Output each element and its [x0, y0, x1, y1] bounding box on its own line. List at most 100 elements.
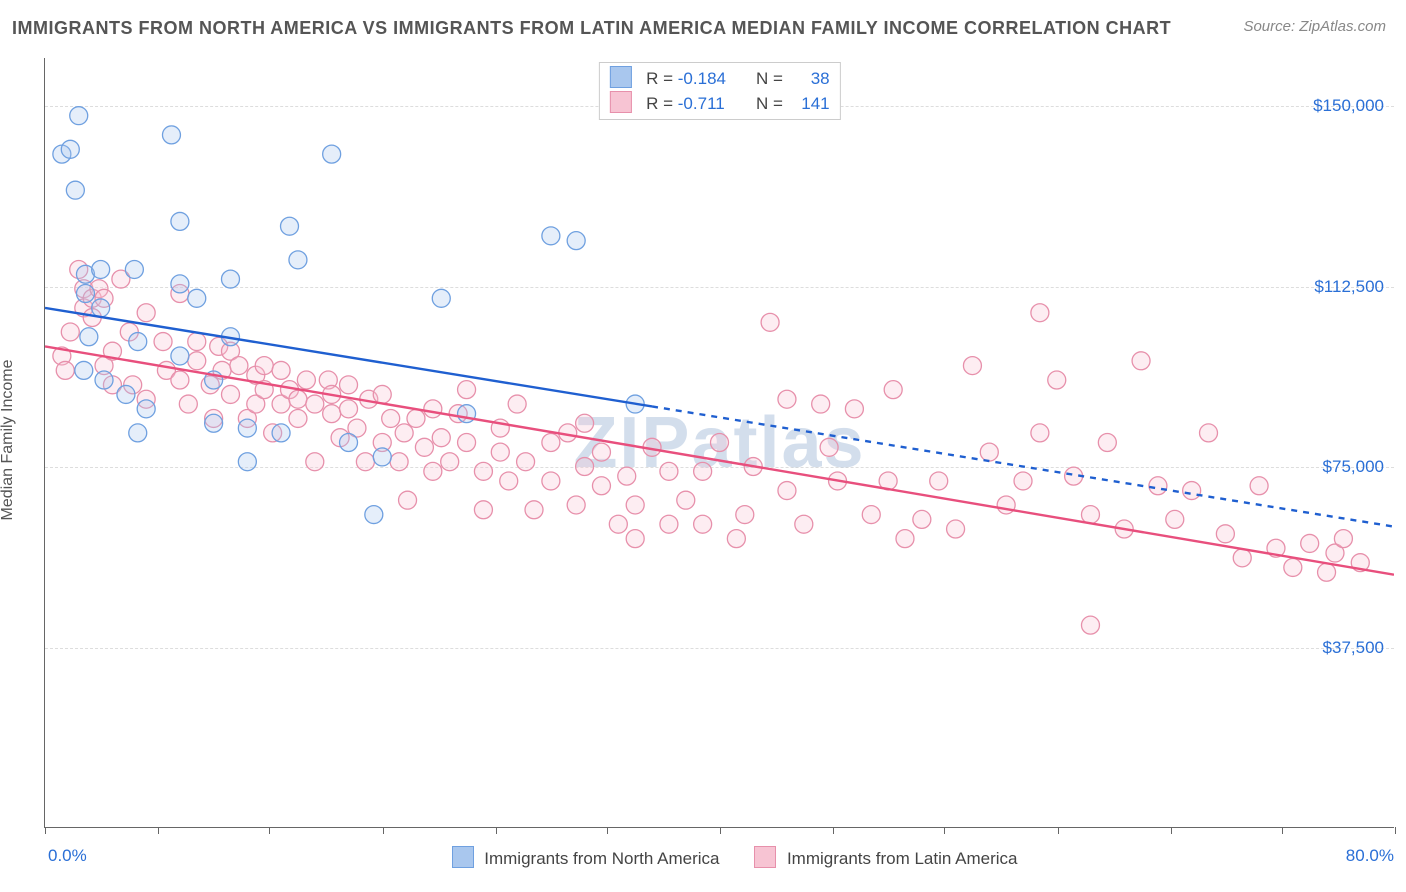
data-point: [399, 491, 417, 509]
data-point: [205, 414, 223, 432]
data-point: [542, 434, 560, 452]
data-point: [125, 260, 143, 278]
data-point: [677, 491, 695, 509]
data-point: [517, 453, 535, 471]
stats-legend: R = -0.184 N = 38 R = -0.711 N = 141: [598, 62, 840, 120]
data-point: [1031, 304, 1049, 322]
data-point: [255, 357, 273, 375]
x-tick: [158, 827, 159, 834]
data-point: [424, 462, 442, 480]
data-point: [1081, 616, 1099, 634]
data-point: [230, 357, 248, 375]
data-point: [373, 385, 391, 403]
data-point: [356, 453, 374, 471]
data-point: [963, 357, 981, 375]
data-point: [458, 434, 476, 452]
data-point: [913, 510, 931, 528]
data-point: [1081, 506, 1099, 524]
data-point: [1318, 563, 1336, 581]
data-point: [862, 506, 880, 524]
data-point: [70, 107, 88, 125]
data-point: [179, 395, 197, 413]
data-point: [1166, 510, 1184, 528]
data-point: [694, 462, 712, 480]
data-point: [820, 438, 838, 456]
data-point: [424, 400, 442, 418]
chart-title: IMMIGRANTS FROM NORTH AMERICA VS IMMIGRA…: [12, 18, 1171, 39]
data-point: [727, 530, 745, 548]
data-point: [1284, 558, 1302, 576]
data-point: [66, 181, 84, 199]
data-point: [736, 506, 754, 524]
y-tick-label: $112,500: [1314, 277, 1384, 297]
x-tick: [944, 827, 945, 834]
series-name-0: Immigrants from North America: [484, 849, 719, 868]
data-point: [221, 385, 239, 403]
data-point: [660, 515, 678, 533]
data-point: [306, 395, 324, 413]
data-point: [75, 361, 93, 379]
data-point: [323, 405, 341, 423]
y-axis-label: Median Family Income: [0, 360, 17, 521]
data-point: [778, 390, 796, 408]
data-point: [1014, 472, 1032, 490]
data-point: [896, 530, 914, 548]
x-start-label: 0.0%: [48, 846, 87, 866]
r-label: R =: [646, 94, 678, 113]
data-point: [609, 515, 627, 533]
data-point: [289, 251, 307, 269]
data-point: [340, 434, 358, 452]
data-point: [1301, 534, 1319, 552]
x-tick: [496, 827, 497, 834]
data-point: [1200, 424, 1218, 442]
data-point: [592, 443, 610, 461]
data-point: [171, 275, 189, 293]
data-point: [238, 453, 256, 471]
x-tick: [720, 827, 721, 834]
data-point: [1031, 424, 1049, 442]
bottom-legend: Immigrants from North America Immigrants…: [45, 846, 1394, 869]
data-point: [129, 333, 147, 351]
data-point: [92, 260, 110, 278]
data-point: [340, 376, 358, 394]
data-point: [567, 232, 585, 250]
data-point: [660, 462, 678, 480]
data-point: [1098, 434, 1116, 452]
data-point: [474, 501, 492, 519]
series-name-1: Immigrants from Latin America: [787, 849, 1018, 868]
data-point: [500, 472, 518, 490]
stats-row-1: R = -0.711 N = 141: [609, 91, 829, 116]
data-point: [592, 477, 610, 495]
x-tick: [269, 827, 270, 834]
r-value-1: -0.711: [678, 92, 742, 116]
data-point: [415, 438, 433, 456]
data-point: [1250, 477, 1268, 495]
x-end-label: 80.0%: [1346, 846, 1394, 866]
n-label: N =: [747, 94, 788, 113]
data-point: [238, 419, 256, 437]
data-point: [491, 443, 509, 461]
data-point: [525, 501, 543, 519]
data-point: [694, 515, 712, 533]
plot-area: ZIPatlas R = -0.184 N = 38 R = -0.711 N …: [44, 58, 1394, 828]
data-point: [1132, 352, 1150, 370]
r-value-0: -0.184: [678, 67, 742, 91]
data-point: [711, 434, 729, 452]
data-point: [61, 323, 79, 341]
data-point: [365, 506, 383, 524]
n-value-1: 141: [788, 92, 830, 116]
data-point: [76, 285, 94, 303]
swatch-icon: [609, 66, 631, 88]
data-point: [761, 313, 779, 331]
data-point: [297, 371, 315, 389]
data-point: [154, 333, 172, 351]
data-point: [323, 145, 341, 163]
data-point: [390, 453, 408, 471]
regression-line-dashed: [652, 406, 1394, 526]
data-point: [95, 371, 113, 389]
x-tick: [833, 827, 834, 834]
data-point: [129, 424, 147, 442]
data-point: [56, 361, 74, 379]
data-point: [395, 424, 413, 442]
data-point: [92, 299, 110, 317]
